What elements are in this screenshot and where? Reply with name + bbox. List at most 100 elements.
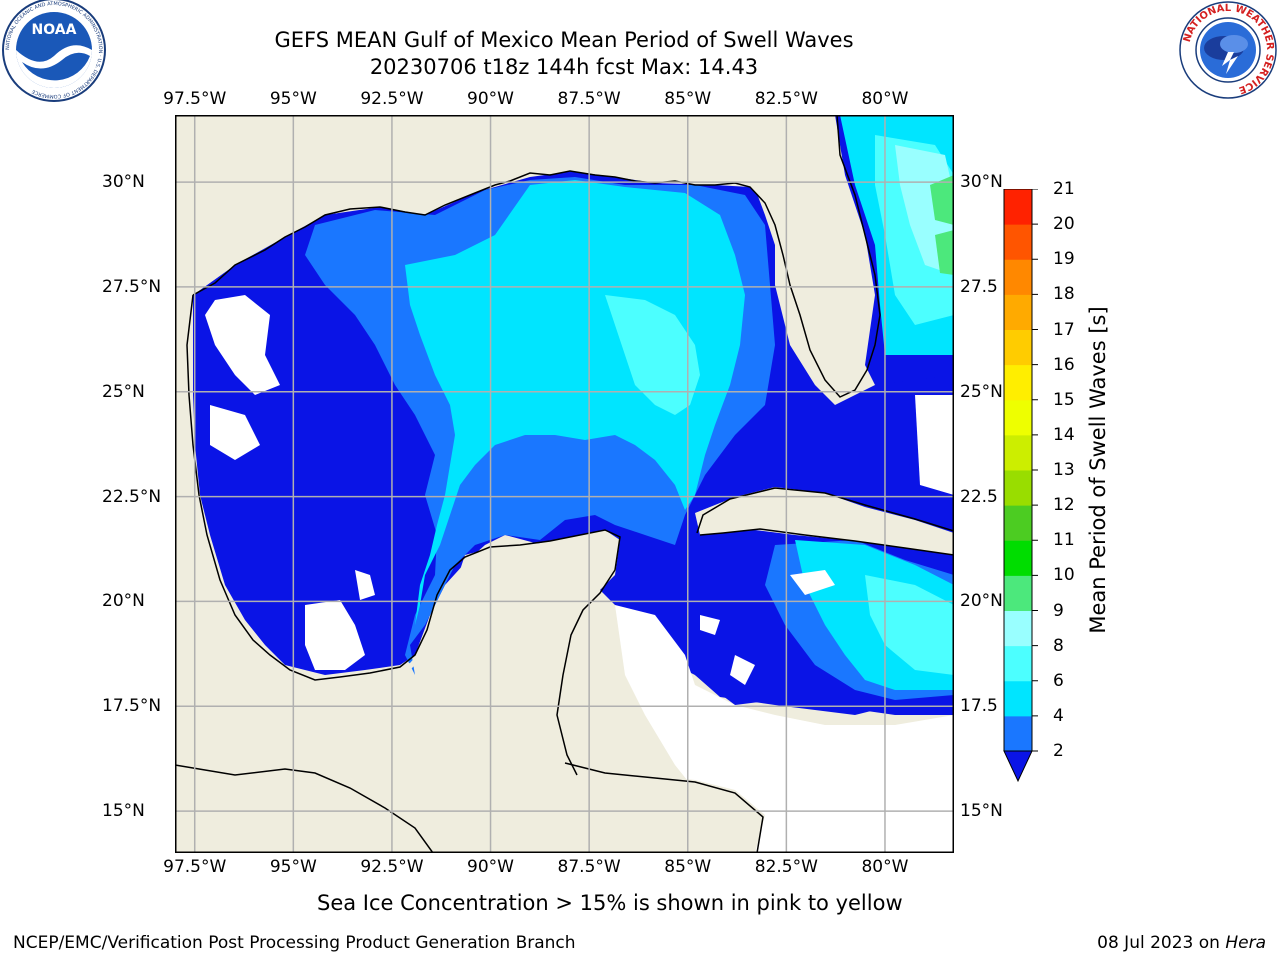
footer-date-text: 08 Jul 2023 on [1097,933,1226,953]
land-central-america [175,755,765,853]
colorbar-tick-label: 6 [1053,670,1064,691]
lat-tick-right: 30°N [960,172,1003,193]
lon-tick-top: 92.5°W [360,89,424,109]
map-gridlines [175,115,954,853]
colorbar-tick-label: 4 [1053,705,1064,726]
coastline-central-america [175,762,764,853]
lat-tick-left: 22.5°N [102,486,162,507]
footer-credit: NCEP/EMC/Verification Post Processing Pr… [13,933,576,953]
lat-tick-left: 27.5°N [102,276,162,297]
colorbar-tick-label: 19 [1053,249,1075,270]
colorbar-tick-label: 12 [1053,495,1075,516]
lat-tick-left: 30°N [102,172,145,193]
missing-patch [730,655,755,685]
colorbar-tick-label: 8 [1053,635,1064,656]
lon-tick-bottom: 92.5°W [360,857,424,877]
map-frame [175,115,954,853]
map-panel [175,115,954,853]
colorbar-tick-label: 9 [1053,600,1064,621]
colorbar-tick-label: 17 [1053,319,1075,340]
colorbar-band [1004,259,1032,295]
lon-tick-top: 80°W [861,89,909,109]
colorbar-tick-label: 15 [1053,389,1075,410]
lon-tick-bottom: 80°W [861,857,909,877]
swell-area-9-10s-atl2 [935,230,954,275]
noaa-logo: NOAA NATIONAL OCEANIC AND ATMOSPHERIC AD… [2,0,106,102]
lon-tick-bottom: 85°W [664,857,712,877]
map-subtitle: 20230706 t18z 144h fcst Max: 14.43 [369,55,759,79]
missing-patch [305,600,365,670]
lat-tick-right: 20°N [960,591,1003,612]
lat-tick-right: 15°N [960,801,1003,822]
land-northern-coast [175,115,954,687]
land-yucatan [455,530,620,780]
lon-tick-bottom: 82.5°W [754,857,818,877]
lon-tick-top: 95°W [269,89,317,109]
lon-tick-top: 90°W [467,89,515,109]
lon-tick-top: 82.5°W [754,89,818,109]
land-cuba [695,487,954,555]
colorbar-tick-label: 20 [1053,214,1075,235]
lon-tick-top: 87.5°W [557,89,621,109]
colorbar-tick-label: 2 [1053,741,1064,761]
lat-tick-left: 15°N [102,801,145,822]
swell-area-6-8s [605,295,700,415]
lat-tick-right: 27.5 [960,276,998,297]
colorbar-band [1004,680,1032,717]
colorbar-band [1004,329,1032,366]
lon-tick-bottom: 90°W [467,857,515,877]
missing-patch [915,395,954,495]
sea-ice-note: Sea Ice Concentration > 15% is shown in … [317,891,903,915]
colorbar-band [1004,610,1032,647]
colorbar-band [1004,224,1032,260]
lon-tick-bottom: 95°W [269,857,317,877]
colorbar-band [1004,645,1032,682]
lon-tick-bottom: 97.5°W [163,857,227,877]
colorbar-band [1004,189,1032,225]
colorbar-band [1004,399,1032,436]
lat-tick-left: 25°N [102,381,145,402]
nws-logo: NATIONAL WEATHER SERVICE [1179,1,1277,99]
colorbar-tick-label: 18 [1053,284,1075,305]
colorbar-band [1004,575,1032,611]
colorbar-tick-label: 13 [1053,460,1075,480]
lat-tick-left: 17.5°N [102,696,162,717]
missing-patch [700,615,720,635]
colorbar [1000,188,1040,789]
colorbar-band [1004,434,1032,471]
colorbar-band [1004,540,1032,576]
colorbar-tick-label: 10 [1053,565,1075,586]
coastlines [175,115,954,853]
missing-patch [790,570,835,595]
map-title: GEFS MEAN Gulf of Mexico Mean Period of … [274,28,854,52]
swell-area-9-10s-atl [930,175,954,225]
lat-tick-right: 22.5 [960,486,998,507]
colorbar-tick-label: 16 [1053,354,1075,375]
lon-tick-bottom: 87.5°W [557,857,621,877]
colorbar-band [1004,364,1032,401]
lat-tick-right: 25°N [960,381,1003,402]
colorbar-extend-arrow [1003,750,1033,783]
lat-tick-left: 20°N [102,591,145,612]
colorbar-band [1004,294,1032,330]
colorbar-tick-label: 11 [1053,530,1075,551]
swell-area-6-8s-carib [865,575,954,675]
coastline-yucatan-east [556,569,616,776]
footer-date: 08 Jul 2023 on Hera [1097,933,1266,953]
missing-patch [205,295,280,395]
coastline-gulf-west [186,294,621,681]
colorbar-band [1004,470,1032,506]
colorbar-band [1004,715,1032,752]
footer-host: Hera [1225,933,1266,953]
lon-tick-top: 97.5°W [163,89,227,109]
colorbar-tick-label: 21 [1053,179,1075,199]
coastline-cuba [696,487,954,556]
lon-tick-top: 85°W [664,89,712,109]
missing-patch [355,570,375,600]
colorbar-band [1004,505,1032,541]
colorbar-tick-label: 14 [1053,424,1075,445]
colorbar-label: Mean Period of Swell Waves [s] [1086,306,1110,634]
noaa-logo-text: NOAA [32,22,77,38]
missing-patch [210,405,260,460]
lat-tick-right: 17.5 [960,696,998,717]
